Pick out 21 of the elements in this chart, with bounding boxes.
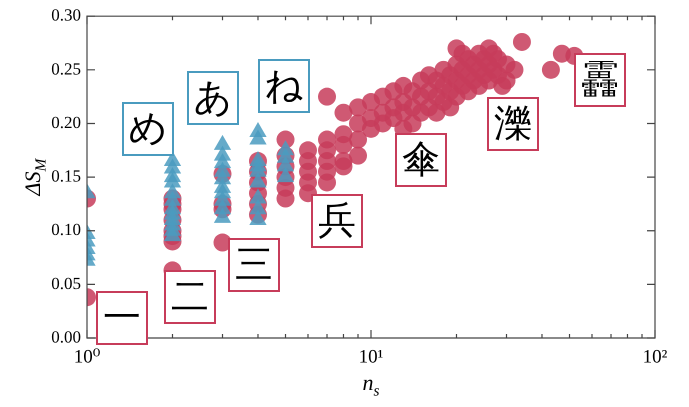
annotation: あ <box>194 74 232 119</box>
annotation: 一 <box>103 294 141 339</box>
y-tick-label: 0.25 <box>51 59 81 78</box>
y-tick-label: 0.10 <box>51 220 81 240</box>
annotation: 三 <box>235 242 273 286</box>
y-tick-label: 0.20 <box>51 112 81 132</box>
y-tick-label: 0.05 <box>51 274 81 293</box>
annotation: 傘 <box>402 136 440 181</box>
y-axis-title: ΔSM <box>20 158 50 196</box>
y-tick-label: 0.15 <box>51 166 81 186</box>
annotation: 二 <box>171 274 209 318</box>
x-tick-label: 10¹ <box>358 346 384 368</box>
y-tick-label: 0.00 <box>51 327 81 346</box>
y-tick-label: 0.30 <box>51 6 81 25</box>
x-tick-label: 10² <box>642 346 668 368</box>
annotation: 兵 <box>318 198 356 242</box>
annotation: 濼 <box>494 100 532 145</box>
x-tick-label: 10⁰ <box>74 346 101 368</box>
annotation: ね <box>264 62 304 107</box>
annotation: め <box>128 106 168 150</box>
annotation: 靐 <box>581 56 619 101</box>
